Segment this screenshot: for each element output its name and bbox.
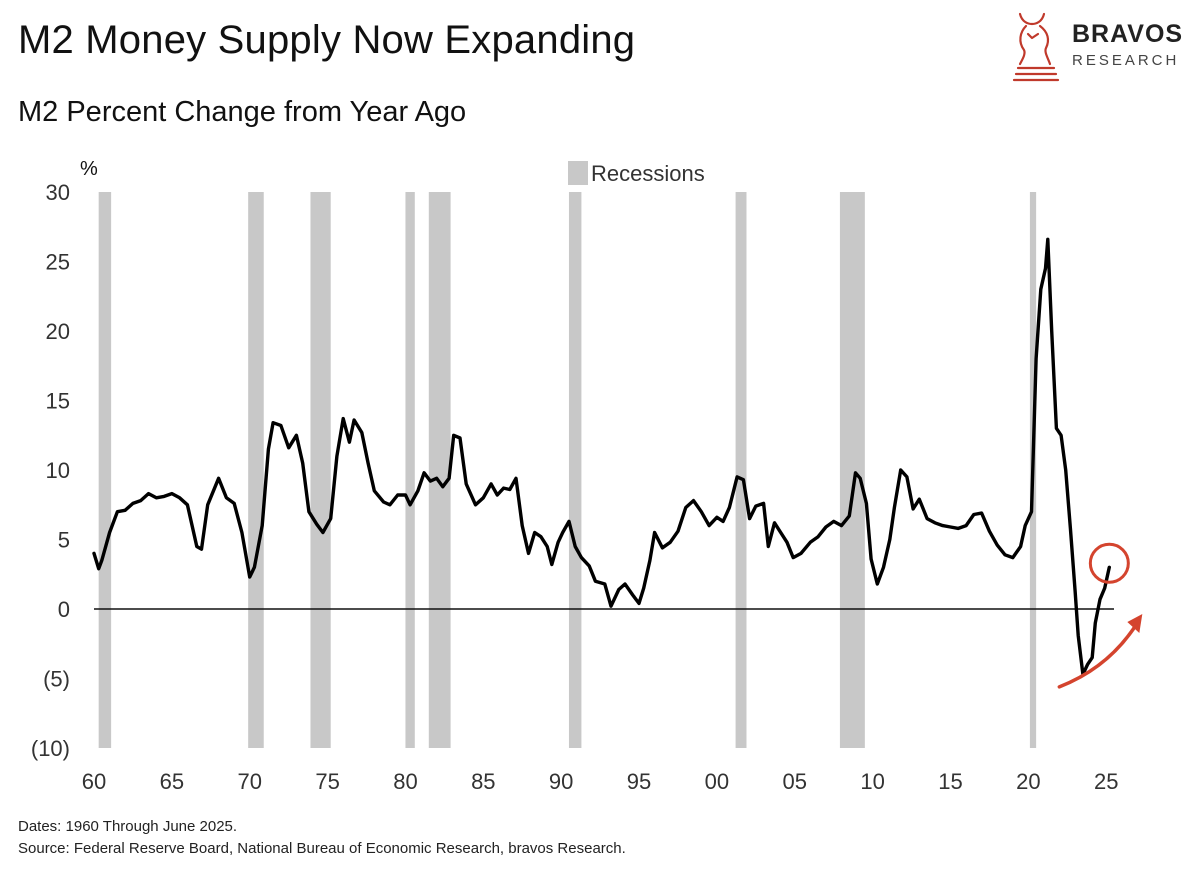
recession-band-5	[568, 192, 582, 748]
x-tick-label: 25	[1094, 769, 1118, 794]
x-tick-label: 60	[82, 769, 106, 794]
x-tick-label: 90	[549, 769, 573, 794]
x-tick-label: 95	[627, 769, 651, 794]
x-tick-label: 10	[860, 769, 884, 794]
x-tick-label: 65	[160, 769, 184, 794]
recession-band-2	[310, 192, 331, 748]
y-tick-label: 5	[58, 528, 70, 553]
x-tick-label: 80	[393, 769, 417, 794]
y-tick-label: 15	[46, 389, 70, 414]
recession-band-0	[98, 192, 112, 748]
y-tick-label: (5)	[43, 667, 70, 692]
y-tick-label: 0	[58, 597, 70, 622]
series-layer	[92, 237, 1111, 676]
recession-band-4	[428, 192, 451, 748]
recession-bands	[98, 192, 1037, 748]
bull-chess-knight-icon	[1012, 12, 1060, 82]
chart-subtitle: M2 Percent Change from Year Ago	[18, 96, 467, 128]
x-tick-label: 05	[783, 769, 807, 794]
recession-band-6	[735, 192, 747, 748]
y-tick-label: 10	[46, 458, 70, 483]
y-tick-label: 20	[46, 319, 70, 344]
series-line-m2	[92, 237, 1111, 676]
m2-chart: 30 25 20 15 10 5 0 (5) (10) 60 65 70 75 80 85 90 95 00 05 1…	[31, 158, 1143, 794]
annotation-layer	[1057, 542, 1143, 689]
y-tick-label: 25	[46, 250, 70, 275]
logo-subtitle: RESEARCH	[1072, 52, 1180, 69]
x-tick-label: 70	[237, 769, 261, 794]
y-tick-label: 30	[46, 180, 70, 205]
recession-band-7	[839, 192, 865, 748]
y-tick-label: (10)	[31, 736, 70, 761]
recession-band-3	[405, 192, 415, 748]
trend-arrow-shaft	[1057, 621, 1140, 689]
chart-title: M2 Money Supply Now Expanding	[18, 18, 636, 62]
x-tick-label: 75	[315, 769, 339, 794]
footer-dates: Dates: 1960 Through June 2025.	[18, 818, 238, 835]
x-tick-label: 15	[938, 769, 962, 794]
x-tick-label: 20	[1016, 769, 1040, 794]
x-tick-label: 85	[471, 769, 495, 794]
highlight-circle	[1088, 542, 1130, 584]
axis-ticks: 30 25 20 15 10 5 0 (5) (10) 60 65 70 75 80 85 90 95 00 05 1…	[31, 180, 1119, 794]
recession-band-1	[248, 192, 264, 748]
brand-logo: BRAVOS RESEARCH	[1006, 8, 1196, 88]
legend-label: Recessions	[591, 161, 705, 186]
logo-name: BRAVOS	[1072, 20, 1184, 48]
y-unit-label: %	[80, 158, 98, 180]
legend-swatch	[568, 161, 588, 185]
x-tick-label: 00	[705, 769, 729, 794]
trend-arrow-head	[1127, 613, 1143, 633]
footer-source: Source: Federal Reserve Board, National …	[18, 840, 626, 857]
